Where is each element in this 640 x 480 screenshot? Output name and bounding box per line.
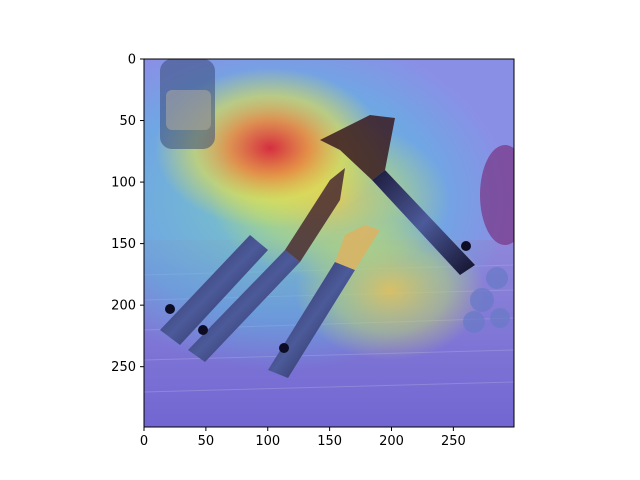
x-tick-label: 250 [441,434,466,449]
purple-object-right [480,145,514,245]
y-tick-label: 150 [111,237,136,252]
utensil-3 [268,225,380,378]
y-tick-label: 100 [111,176,136,191]
x-tick-label: 100 [255,434,280,449]
y-tick-label: 250 [111,360,136,375]
plot-area [144,59,514,427]
x-tick-label: 50 [198,434,215,449]
x-tick-label: 200 [379,434,404,449]
y-tick-label: 0 [128,53,136,68]
plot-frame [143,58,515,428]
utensil-1 [160,235,268,345]
utensil-2 [188,168,345,362]
x-tick-label: 150 [317,434,342,449]
jar-object [160,59,215,149]
attention-hotspots [144,59,510,370]
x-tick-label: 0 [140,434,148,449]
y-tick-label: 50 [119,114,136,129]
y-axis: 0 50 100 150 200 250 [111,53,144,375]
y-tick-label: 200 [111,299,136,314]
grapes-object [463,267,510,333]
x-axis: 0 50 100 150 200 250 [140,427,466,449]
utensil-4 [320,115,475,275]
